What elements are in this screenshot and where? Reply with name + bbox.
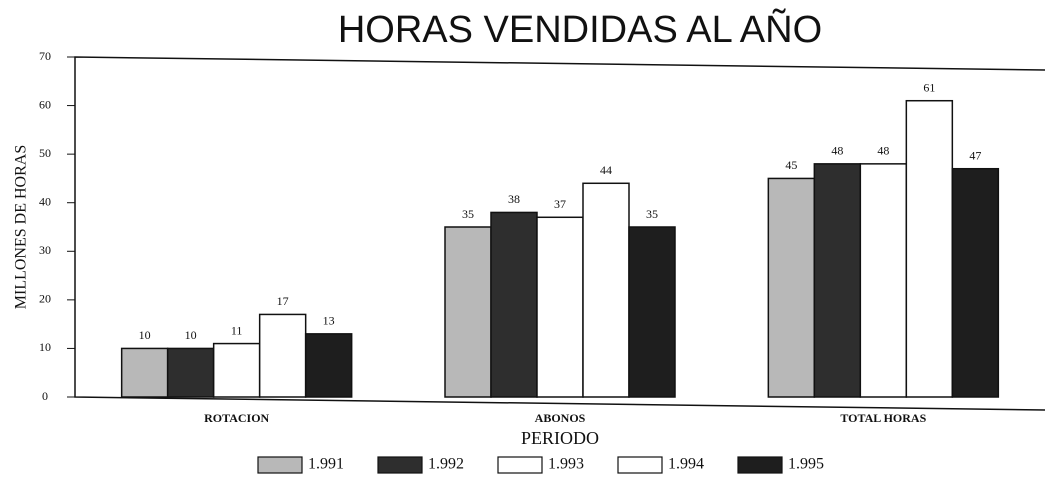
plot-frame: [74, 56, 1046, 411]
value-label: 38: [508, 192, 520, 206]
legend-label: 1.991: [308, 456, 344, 473]
bar: [951, 167, 1000, 398]
x-tick-label: ROTACION: [204, 411, 269, 425]
y-axis-label: MILLONES DE HORAS: [13, 145, 30, 309]
value-label: 48: [877, 144, 889, 158]
legend-swatch: [257, 456, 303, 474]
bar: [166, 347, 215, 398]
legend-label: 1.993: [548, 456, 584, 473]
bar: [120, 347, 169, 398]
bar: [859, 163, 908, 398]
bar: [258, 313, 307, 398]
x-tick-label: TOTAL HORAS: [840, 411, 926, 425]
legend-label: 1.992: [428, 456, 464, 473]
y-tick-label: 70: [39, 49, 51, 63]
value-label: 37: [554, 197, 566, 211]
bar: [212, 342, 261, 398]
legend-label: 1.995: [788, 456, 824, 473]
bar: [304, 333, 353, 398]
legend-swatch: [377, 456, 423, 474]
bar: [536, 216, 584, 398]
value-label: 35: [646, 207, 658, 221]
value-label: 10: [139, 328, 151, 342]
value-label: 47: [969, 148, 981, 162]
legend-label: 1.994: [668, 456, 704, 473]
x-tick-label: ABONOS: [535, 411, 586, 425]
value-label: 10: [185, 328, 197, 342]
x-axis-label: PERIODO: [521, 428, 599, 448]
value-label: 61: [923, 80, 935, 94]
value-label: 48: [831, 144, 843, 158]
value-label: 17: [277, 294, 289, 308]
y-tick-label: 40: [39, 194, 51, 208]
value-label: 11: [231, 323, 243, 337]
legend-swatch: [737, 456, 783, 474]
value-label: 13: [323, 314, 335, 328]
value-label: 35: [462, 207, 474, 221]
y-tick-label: 20: [39, 292, 51, 306]
bar: [490, 211, 538, 398]
bar: [628, 226, 676, 398]
value-label: 45: [785, 158, 797, 172]
y-tick-label: 0: [42, 389, 48, 403]
y-tick-label: 30: [39, 243, 51, 257]
legend-swatch: [617, 456, 663, 474]
y-tick-label: 50: [39, 146, 51, 160]
value-label: 44: [600, 163, 612, 177]
bar: [813, 163, 862, 398]
y-tick-label: 10: [39, 340, 51, 354]
bar: [905, 99, 954, 398]
y-tick-label: 60: [39, 97, 51, 111]
legend-swatch: [497, 456, 543, 474]
bar: [444, 226, 492, 398]
bar: [582, 182, 630, 398]
chart-title: HORAS VENDIDAS AL AÑO: [338, 8, 822, 51]
bar: [767, 177, 816, 398]
